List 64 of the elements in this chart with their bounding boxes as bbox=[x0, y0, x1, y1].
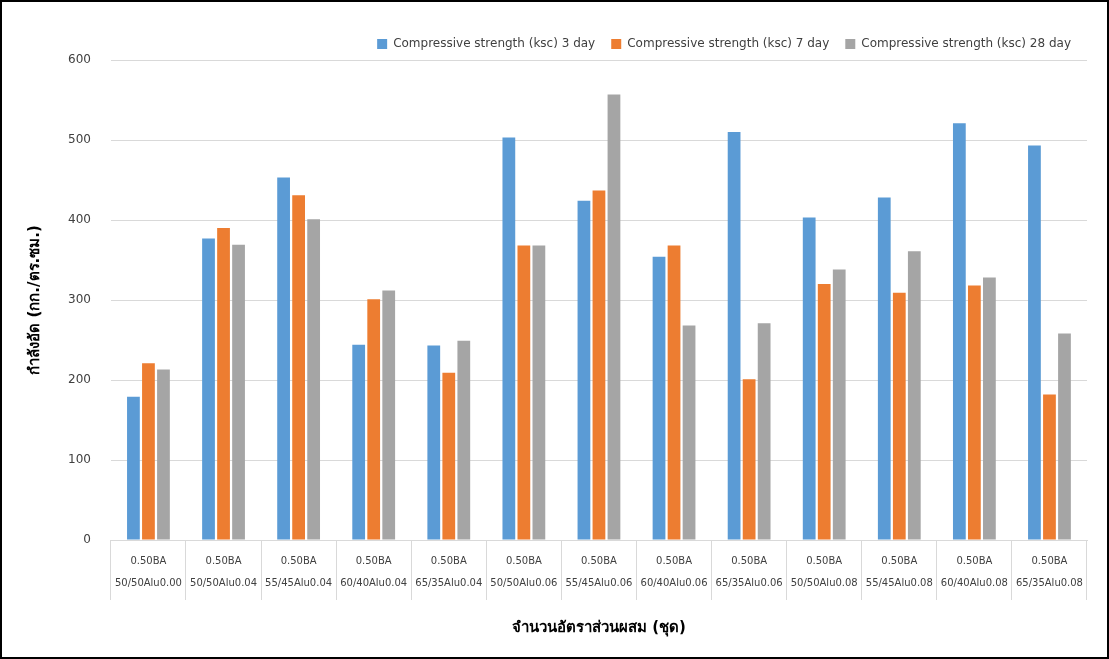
bar bbox=[277, 177, 290, 540]
x-tick-label: 0.50BA 50/50Alu0.04 bbox=[190, 554, 258, 588]
bar bbox=[157, 369, 170, 540]
bar bbox=[457, 340, 471, 540]
x-tick-label: 0.50BA 55/45Alu0.06 bbox=[565, 554, 633, 588]
x-tick-label: 0.50BA 65/35Alu0.08 bbox=[1015, 554, 1083, 588]
bar bbox=[667, 245, 681, 540]
bar bbox=[292, 195, 305, 540]
bar bbox=[577, 200, 591, 540]
y-tick-label: 100 bbox=[68, 452, 91, 467]
bar bbox=[502, 137, 516, 540]
bar bbox=[1043, 394, 1056, 540]
x-tick-label: 0.50BA 50/50Alu0.08 bbox=[790, 554, 858, 588]
bar bbox=[352, 344, 366, 540]
x-tick-label: 0.50BA 60/40Alu0.06 bbox=[640, 554, 708, 588]
bar bbox=[307, 219, 321, 540]
x-tick-label: 0.50BA 55/45Alu0.04 bbox=[265, 554, 333, 588]
bar bbox=[817, 284, 831, 540]
x-tick-label: 0.50BA 65/35Alu0.06 bbox=[715, 554, 783, 588]
bar bbox=[142, 363, 155, 540]
bar bbox=[892, 292, 906, 540]
x-axis-title: จำนวนอัตราส่วนผสม (ชุด) bbox=[511, 617, 686, 637]
bar bbox=[877, 197, 891, 540]
bar bbox=[517, 245, 531, 540]
bar bbox=[967, 285, 981, 540]
bar bbox=[232, 244, 245, 540]
bar bbox=[427, 345, 441, 540]
bar bbox=[652, 256, 666, 540]
bar bbox=[382, 290, 396, 540]
y-tick-label: 200 bbox=[68, 372, 91, 387]
bar bbox=[832, 269, 846, 540]
y-tick-label: 600 bbox=[68, 52, 91, 67]
x-tick-label: 0.50BA 50/50Alu0.00 bbox=[114, 554, 182, 588]
bar bbox=[1058, 333, 1071, 540]
bar bbox=[952, 123, 966, 540]
bar bbox=[983, 277, 996, 540]
legend-label: Compressive strength (ksc) 7 day bbox=[627, 36, 830, 51]
legend-label: Compressive strength (ksc) 28 day bbox=[861, 36, 1072, 51]
x-tick-label: 0.50BA 60/40Alu0.04 bbox=[340, 554, 408, 588]
bar bbox=[127, 396, 140, 540]
bar bbox=[757, 323, 771, 540]
bar bbox=[742, 379, 756, 540]
y-tick-label: 400 bbox=[68, 212, 91, 227]
bar bbox=[907, 251, 921, 540]
bar bbox=[1028, 145, 1041, 540]
y-axis-title: กำลังอัด (กก./ตร.ซม.) bbox=[24, 225, 43, 375]
legend-label: Compressive strength (ksc) 3 day bbox=[393, 36, 596, 51]
y-tick-label: 500 bbox=[68, 132, 91, 147]
bar bbox=[217, 228, 230, 540]
bar bbox=[607, 94, 621, 540]
bar bbox=[727, 132, 741, 540]
bar bbox=[532, 245, 546, 540]
y-tick-label: 0 bbox=[83, 532, 91, 547]
bar bbox=[202, 238, 215, 540]
bar bbox=[442, 372, 456, 540]
x-tick-label: 0.50BA 65/35Alu0.04 bbox=[415, 554, 483, 588]
x-tick-label: 0.50BA 55/45Alu0.08 bbox=[865, 554, 933, 588]
bar bbox=[592, 190, 606, 540]
bar bbox=[802, 217, 816, 540]
x-tick-label: 0.50BA 60/40Alu0.08 bbox=[940, 554, 1008, 588]
bar bbox=[367, 299, 381, 540]
x-tick-label: 0.50BA 50/50Alu0.06 bbox=[490, 554, 558, 588]
bar bbox=[682, 325, 696, 540]
y-tick-label: 300 bbox=[68, 292, 91, 307]
